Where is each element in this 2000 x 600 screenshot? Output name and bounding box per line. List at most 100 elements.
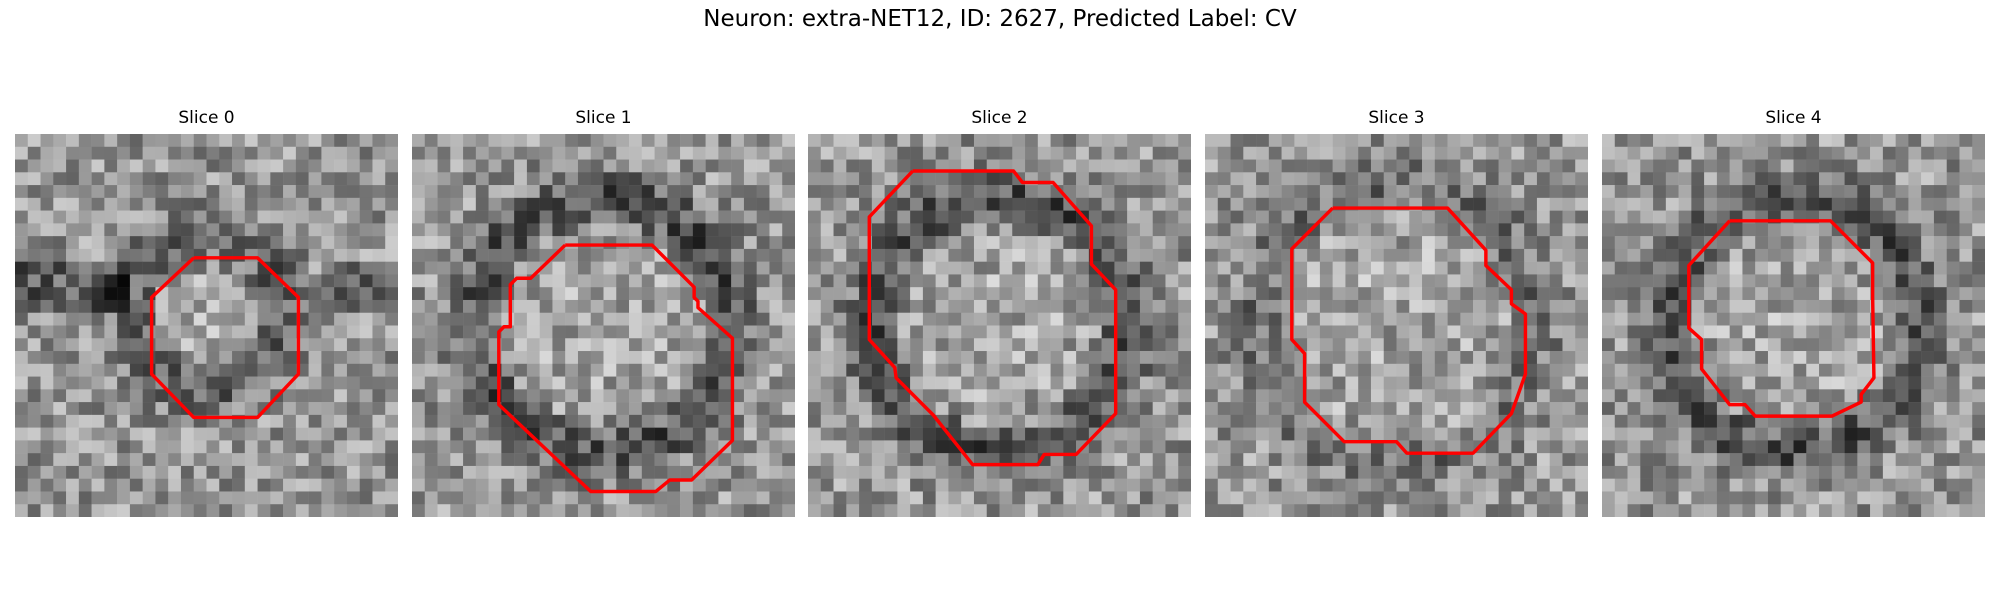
pixel bbox=[321, 325, 335, 339]
pixel bbox=[1691, 210, 1705, 224]
pixel bbox=[731, 146, 745, 160]
pixel bbox=[935, 172, 949, 186]
pixel bbox=[1332, 299, 1346, 313]
pixel bbox=[1256, 261, 1270, 275]
pixel bbox=[1653, 351, 1667, 365]
pixel bbox=[78, 325, 92, 339]
pixel bbox=[1780, 172, 1794, 186]
pixel bbox=[475, 261, 489, 275]
pixel bbox=[1498, 427, 1512, 441]
pixel bbox=[910, 274, 924, 288]
pixel bbox=[1063, 274, 1077, 288]
pixel bbox=[1933, 402, 1947, 416]
pixel bbox=[526, 351, 540, 365]
pixel bbox=[1139, 274, 1153, 288]
pixel bbox=[820, 236, 834, 250]
pixel bbox=[1165, 351, 1179, 365]
pixel bbox=[91, 210, 105, 224]
pixel bbox=[27, 504, 41, 517]
pixel bbox=[526, 427, 540, 441]
pixel bbox=[501, 427, 515, 441]
pixel bbox=[1767, 402, 1781, 416]
pixel bbox=[1063, 299, 1077, 313]
pixel bbox=[1767, 338, 1781, 352]
pixel bbox=[1012, 287, 1026, 301]
pixel bbox=[1396, 351, 1410, 365]
pixel bbox=[1434, 427, 1448, 441]
pixel bbox=[129, 210, 143, 224]
pixel bbox=[1793, 325, 1807, 339]
pixel bbox=[1665, 172, 1679, 186]
pixel bbox=[1933, 440, 1947, 454]
pixel bbox=[514, 172, 528, 186]
pixel bbox=[1473, 197, 1487, 211]
pixel bbox=[731, 210, 745, 224]
pixel bbox=[180, 312, 194, 326]
pixel bbox=[1268, 274, 1282, 288]
pixel bbox=[155, 478, 169, 492]
pixel bbox=[1895, 389, 1909, 403]
pixel bbox=[1806, 363, 1820, 377]
pixel bbox=[1473, 185, 1487, 199]
pixel bbox=[1152, 402, 1166, 416]
pixel bbox=[1358, 261, 1372, 275]
pixel bbox=[1460, 287, 1474, 301]
pixel bbox=[910, 197, 924, 211]
pixel bbox=[654, 146, 668, 160]
pixel bbox=[897, 504, 911, 517]
pixel bbox=[680, 389, 694, 403]
pixel bbox=[168, 427, 182, 441]
pixel bbox=[1063, 414, 1077, 428]
pixel bbox=[1101, 376, 1115, 390]
pixel bbox=[1498, 172, 1512, 186]
pixel bbox=[961, 402, 975, 416]
pixel bbox=[295, 389, 309, 403]
pixel bbox=[948, 210, 962, 224]
pixel bbox=[680, 159, 694, 173]
pixel bbox=[692, 146, 706, 160]
pixel bbox=[641, 491, 655, 505]
pixel bbox=[539, 197, 553, 211]
pixel bbox=[1819, 172, 1833, 186]
pixel bbox=[1972, 312, 1985, 326]
pixel bbox=[1230, 185, 1244, 199]
pixel bbox=[359, 453, 373, 467]
pixel bbox=[1575, 159, 1588, 173]
pixel bbox=[833, 312, 847, 326]
pixel bbox=[1614, 453, 1628, 467]
pixel bbox=[1524, 287, 1538, 301]
pixel bbox=[424, 491, 438, 505]
pixel bbox=[1101, 197, 1115, 211]
pixel bbox=[1152, 236, 1166, 250]
pixel bbox=[1332, 453, 1346, 467]
pixel bbox=[1473, 376, 1487, 390]
pixel bbox=[295, 223, 309, 237]
pixel bbox=[590, 210, 604, 224]
pixel bbox=[986, 172, 1000, 186]
pixel bbox=[1755, 414, 1769, 428]
pixel bbox=[1627, 223, 1641, 237]
pixel bbox=[1691, 414, 1705, 428]
pixel bbox=[1243, 376, 1257, 390]
pixel bbox=[590, 261, 604, 275]
pixel bbox=[321, 465, 335, 479]
pixel bbox=[692, 197, 706, 211]
pixel bbox=[1127, 172, 1141, 186]
pixel bbox=[846, 134, 860, 148]
pixel bbox=[1742, 338, 1756, 352]
pixel bbox=[463, 414, 477, 428]
pixel bbox=[629, 172, 643, 186]
pixel bbox=[680, 427, 694, 441]
pixel bbox=[1217, 351, 1231, 365]
pixel bbox=[1511, 159, 1525, 173]
pixel bbox=[463, 146, 477, 160]
pixel bbox=[1959, 223, 1973, 237]
pixel bbox=[1562, 504, 1576, 517]
pixel bbox=[1575, 376, 1588, 390]
pixel bbox=[935, 351, 949, 365]
pixel bbox=[922, 440, 936, 454]
pixel bbox=[27, 210, 41, 224]
pixel bbox=[731, 351, 745, 365]
pixel bbox=[1370, 491, 1384, 505]
pixel bbox=[1485, 287, 1499, 301]
